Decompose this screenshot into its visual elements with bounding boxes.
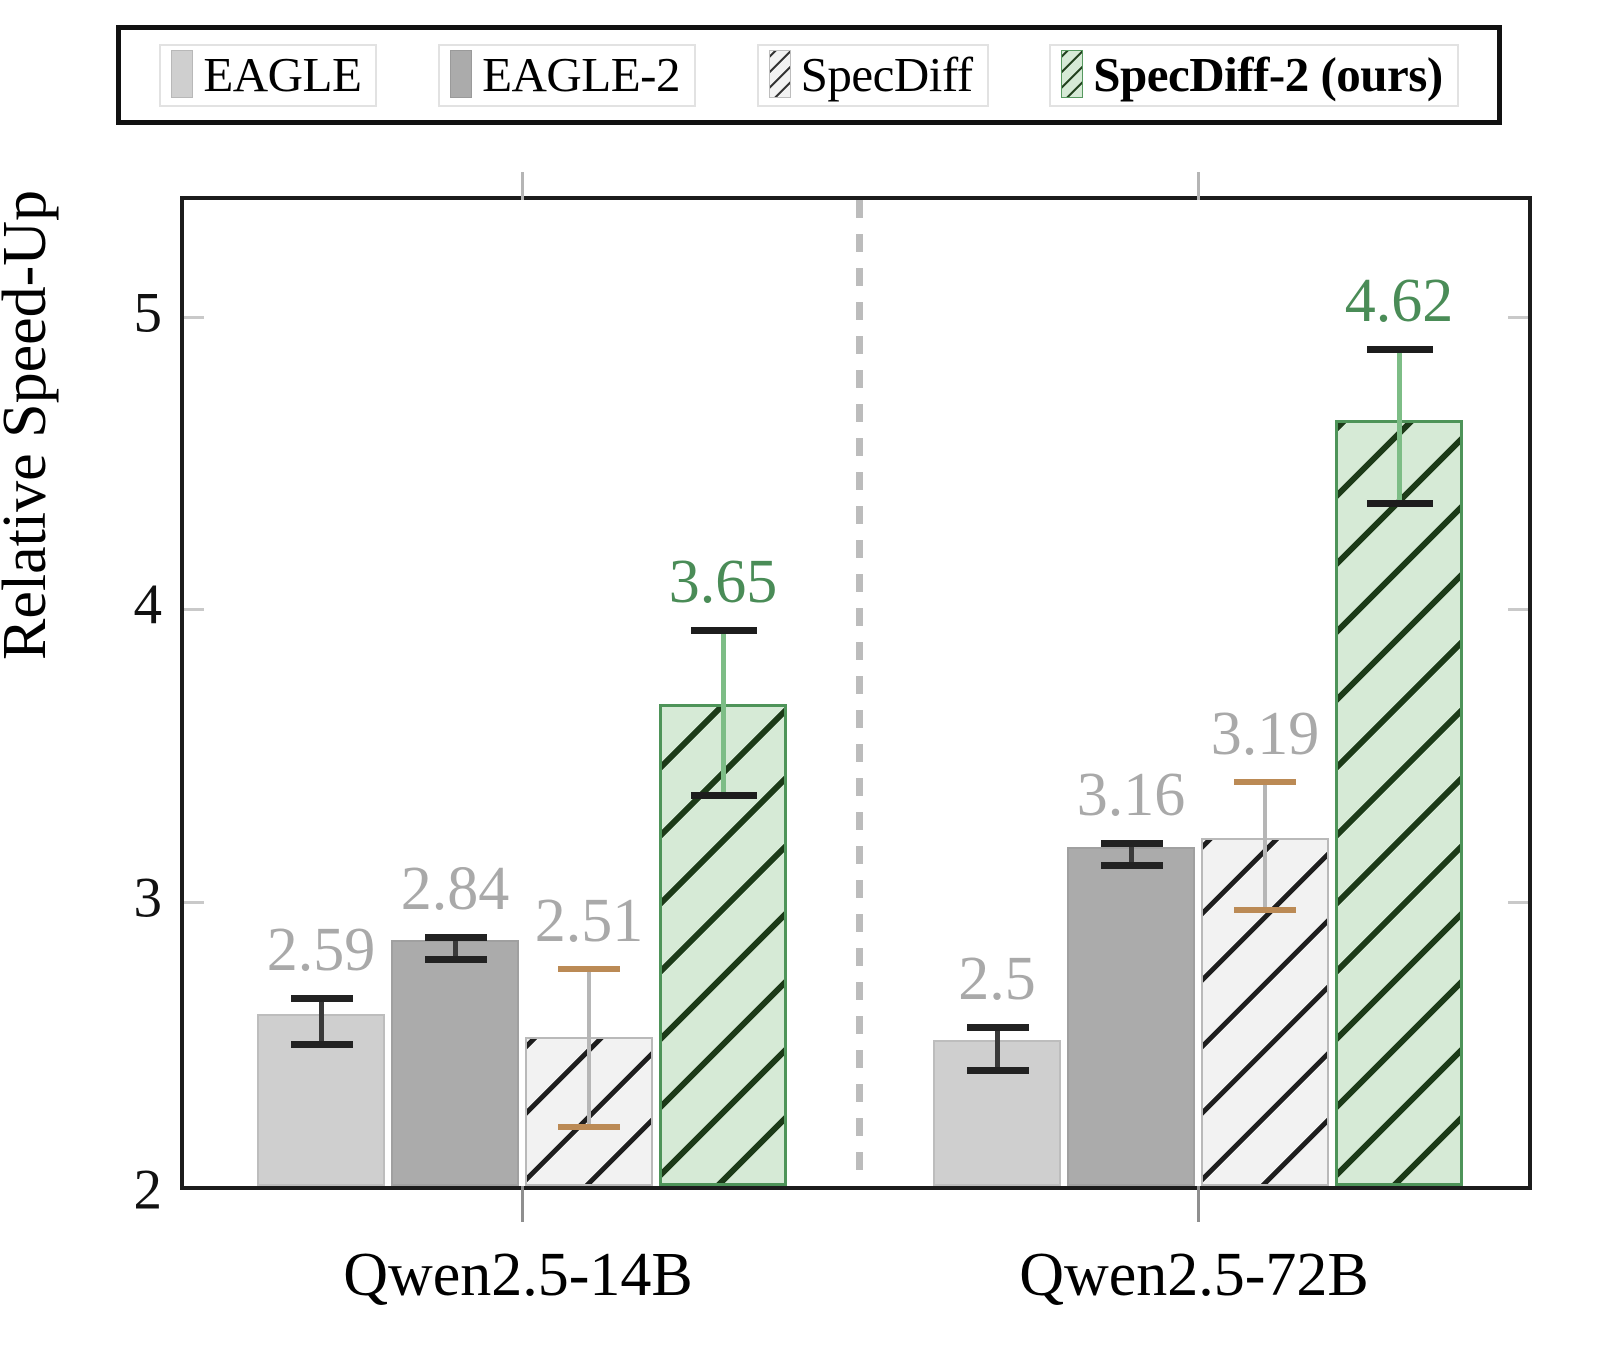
chart-legend: EAGLE EAGLE-2 SpecDiff SpecDiff-2 (ours): [116, 25, 1502, 125]
legend-item-specdiff-2: SpecDiff-2 (ours): [1049, 43, 1459, 107]
bar-value-label: 2.84: [400, 854, 510, 923]
legend-item-specdiff: SpecDiff: [756, 43, 989, 107]
bar-eagle2: [391, 940, 519, 1186]
group-divider: [856, 200, 863, 1186]
error-bar-cap-bottom: [690, 792, 757, 800]
y-tick-mark-right: [1508, 608, 1528, 612]
bar-value-label: 3.65: [668, 547, 778, 616]
y-tick-label: 2: [133, 1158, 163, 1222]
error-bar-cap-top: [1366, 346, 1433, 354]
error-bar: [1100, 840, 1163, 870]
error-bar: [424, 933, 487, 964]
y-tick-mark: [184, 900, 204, 904]
error-bar-cap-bottom: [1366, 499, 1433, 507]
error-bar-cap-top: [290, 995, 353, 1003]
bar-value-label: 2.5: [958, 945, 1036, 1014]
y-tick-mark: [184, 608, 204, 612]
error-bar: [1366, 346, 1433, 507]
legend-label-eagle: EAGLE: [203, 46, 362, 102]
y-tick-mark-right: [1508, 900, 1528, 904]
plot-inner: 2.59 2.84 2.51 3.65 2.5 3.16 3.19 4.62: [184, 172, 1528, 1222]
x-group-label: Qwen2.5-72B: [1019, 1241, 1369, 1309]
bar-value-label: 4.62: [1344, 267, 1454, 336]
error-bar-cap-bottom: [1100, 862, 1163, 870]
error-bar: [1234, 778, 1296, 914]
error-bar-cap-bottom: [290, 1040, 353, 1048]
legend-label-specdiff: SpecDiff: [800, 46, 974, 102]
legend-item-eagle-2: EAGLE-2: [438, 43, 696, 107]
error-bar: [558, 965, 620, 1130]
x-group-label: Qwen2.5-14B: [343, 1241, 693, 1309]
y-tick-label: 3: [133, 866, 163, 930]
bar-value-label: 2.59: [266, 916, 376, 985]
x-tick-mark-bottom: [1197, 1186, 1200, 1222]
error-bar-cap-top: [424, 933, 487, 941]
y-tick-label: 4: [133, 573, 163, 637]
error-bar: [966, 1024, 1029, 1075]
error-bar-cap-top: [558, 965, 620, 972]
bar-value-label: 3.19: [1210, 699, 1320, 768]
y-tick-mark: [184, 315, 204, 319]
error-bar: [290, 995, 353, 1048]
legend-label-eagle-2: EAGLE-2: [482, 46, 680, 102]
error-bar-cap-bottom: [558, 1123, 620, 1130]
error-bar-cap-top: [1100, 840, 1163, 848]
bar-value-label: 2.51: [534, 886, 644, 955]
legend-item-eagle: EAGLE: [159, 43, 378, 107]
error-bar: [690, 626, 757, 800]
x-tick-mark-bottom: [521, 1186, 524, 1222]
error-bar-cap-bottom: [966, 1067, 1029, 1075]
bar-specdiff2: [1335, 420, 1463, 1186]
error-bar-cap-bottom: [1234, 907, 1296, 914]
bar-value-label: 3.16: [1076, 761, 1186, 830]
legend-swatch-specdiff-icon: [768, 50, 791, 98]
error-bar-cap-bottom: [424, 956, 487, 964]
legend-label-specdiff-2: SpecDiff-2 (ours): [1093, 46, 1443, 102]
x-tick-mark-top: [521, 172, 524, 200]
y-tick-mark-right: [1508, 315, 1528, 319]
x-tick-mark-top: [1197, 172, 1200, 200]
plot-area: 2.59 2.84 2.51 3.65 2.5 3.16 3.19 4.62: [180, 172, 1532, 1222]
error-bar-cap-top: [690, 626, 757, 634]
bar-eagle2: [1067, 846, 1195, 1186]
y-tick-label: 5: [133, 281, 163, 345]
legend-swatch-eagle-icon: [171, 50, 194, 98]
legend-swatch-specdiff-2-icon: [1061, 50, 1084, 98]
legend-swatch-eagle-2-icon: [450, 50, 473, 98]
error-bar-cap-top: [1234, 778, 1296, 785]
error-bar-cap-top: [966, 1024, 1029, 1032]
